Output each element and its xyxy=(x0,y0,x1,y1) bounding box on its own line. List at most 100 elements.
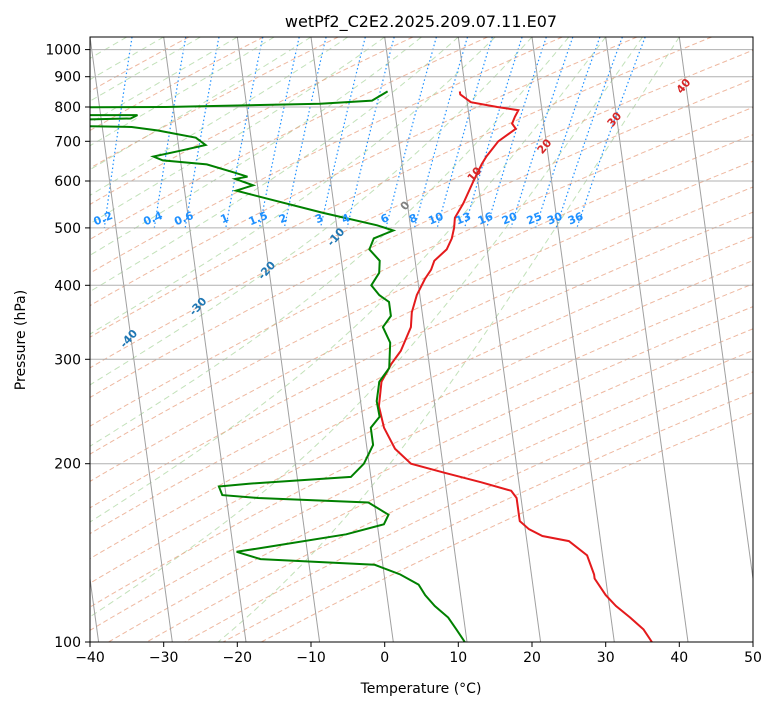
moist-adiabat xyxy=(90,37,349,196)
x-tick-label: 0 xyxy=(380,650,389,666)
isotherm xyxy=(531,37,615,642)
mixing-ratio-label: 30 xyxy=(545,210,564,228)
x-tick-label: 20 xyxy=(523,650,541,666)
mixing-ratio-label: 25 xyxy=(525,210,544,228)
dry-adiabat xyxy=(90,260,753,584)
y-tick-label: 900 xyxy=(54,70,81,86)
moist-adiabat xyxy=(90,37,607,523)
isotherm xyxy=(163,37,247,642)
skewed-isotherms xyxy=(90,37,753,642)
mixing-ratio-line xyxy=(555,37,623,229)
y-tick-label: 200 xyxy=(54,457,81,473)
x-axis-label: Temperature (°C) xyxy=(360,681,482,697)
x-tick-label: −40 xyxy=(75,650,105,666)
mixing-ratio-label: 3 xyxy=(313,211,325,226)
x-axis-ticks: −40 −30 −20 −10 0 10 20 30 40 50 xyxy=(75,642,762,666)
dry-adiabat-label: -10 xyxy=(324,225,347,249)
dry-adiabat xyxy=(90,37,638,307)
mixing-ratio-line xyxy=(464,37,523,229)
mixing-ratio-label: 0.6 xyxy=(172,209,195,228)
x-tick-label: 40 xyxy=(670,650,688,666)
dry-adiabat xyxy=(90,211,753,535)
plot-frame xyxy=(89,36,754,643)
isobar-grid xyxy=(90,49,753,642)
moist-adiabat-label: 30 xyxy=(605,109,625,129)
dry-adiabat xyxy=(90,236,753,560)
mixing-ratio-label: 36 xyxy=(566,210,585,228)
dry-adiabat-label: -40 xyxy=(117,327,140,351)
mixing-ratio-line xyxy=(510,37,574,229)
mixing-ratio-line xyxy=(225,37,264,229)
line-labels: 0.10.20.40.611.52346810131620253036-100-… xyxy=(0,76,694,443)
moist-adiabat xyxy=(90,37,422,256)
plot-area: 0.10.20.40.611.52346810131620253036-100-… xyxy=(0,37,753,642)
y-tick-label: 600 xyxy=(54,174,81,190)
dry-adiabat xyxy=(90,78,753,399)
x-tick-label: 10 xyxy=(449,650,467,666)
mixing-ratio-line xyxy=(58,37,82,228)
mixing-ratio-label: 2 xyxy=(277,211,289,226)
isotherm xyxy=(384,37,468,642)
chart-title: wetPf2_C2E2.2025.209.07.11.E07 xyxy=(285,12,557,32)
y-axis-ticks: 100 200 300 400 500 600 700 800 900 1000 xyxy=(45,43,90,651)
mixing-ratio-label: 8 xyxy=(407,211,419,226)
dry-adiabat-label: -20 xyxy=(255,258,278,282)
y-tick-label: 700 xyxy=(54,134,81,150)
dry-adiabat xyxy=(90,106,753,427)
dry-adiabat xyxy=(90,37,264,132)
moist-adiabats xyxy=(90,37,680,642)
dry-adiabats xyxy=(90,37,753,642)
dry-adiabat-label: -50 xyxy=(49,367,72,391)
y-axis-label: Pressure (hPa) xyxy=(13,290,29,390)
dry-adiabat xyxy=(146,349,753,642)
x-tick-label: −30 xyxy=(149,650,179,666)
y-tick-label: 500 xyxy=(54,221,81,237)
dry-adiabat-label: -30 xyxy=(187,295,210,319)
x-tick-label: 30 xyxy=(597,650,615,666)
dry-adiabat xyxy=(90,283,753,608)
moist-adiabat xyxy=(90,37,275,147)
dry-adiabat xyxy=(108,328,753,642)
moist-adiabat xyxy=(90,37,643,618)
mixing-ratio-label: 16 xyxy=(476,210,495,228)
dry-adiabat xyxy=(184,371,753,642)
temperature-profile xyxy=(377,91,653,642)
moist-adiabat xyxy=(90,37,312,171)
mixing-ratio-line xyxy=(436,37,493,229)
moist-adiabat-label: 0 xyxy=(398,198,413,212)
isotherm xyxy=(605,37,689,642)
isotherm xyxy=(678,37,753,583)
moist-adiabat xyxy=(90,37,496,335)
isotherm xyxy=(310,37,394,642)
dry-adiabat xyxy=(90,134,753,455)
mixing-ratio-line xyxy=(319,37,366,229)
mixing-ratio-label: 1.5 xyxy=(247,209,270,228)
mixing-ratio-label: 13 xyxy=(454,210,473,228)
dry-adiabat xyxy=(90,37,339,169)
moist-adiabat xyxy=(90,37,238,124)
dry-adiabat xyxy=(90,37,563,274)
dry-adiabat xyxy=(90,186,753,509)
isotherm xyxy=(752,37,753,41)
moist-adiabat-label: 40 xyxy=(674,76,694,96)
mixing-ratio-line xyxy=(385,37,437,229)
mixing-ratio-label: 0.2 xyxy=(92,209,115,228)
mixing-ratio-label: 10 xyxy=(426,210,445,228)
x-tick-label: −20 xyxy=(223,650,253,666)
moist-adiabat xyxy=(90,37,385,225)
dry-adiabat xyxy=(90,306,753,631)
dry-adiabat xyxy=(261,412,753,642)
mixing-ratio-label: 0.4 xyxy=(142,209,165,228)
dry-adiabat-label: -60 xyxy=(0,419,6,443)
moist-adiabat xyxy=(90,37,570,447)
mixing-ratio-line xyxy=(283,37,327,229)
mixing-ratio-line xyxy=(486,37,547,229)
moist-adiabat xyxy=(90,37,533,386)
isotherm xyxy=(457,37,542,642)
mixing-ratio-line xyxy=(535,37,601,229)
moist-adiabat xyxy=(90,37,164,81)
y-tick-label: 400 xyxy=(54,278,81,294)
mixing-ratio-label: 6 xyxy=(379,211,391,226)
dry-adiabat xyxy=(90,37,488,240)
